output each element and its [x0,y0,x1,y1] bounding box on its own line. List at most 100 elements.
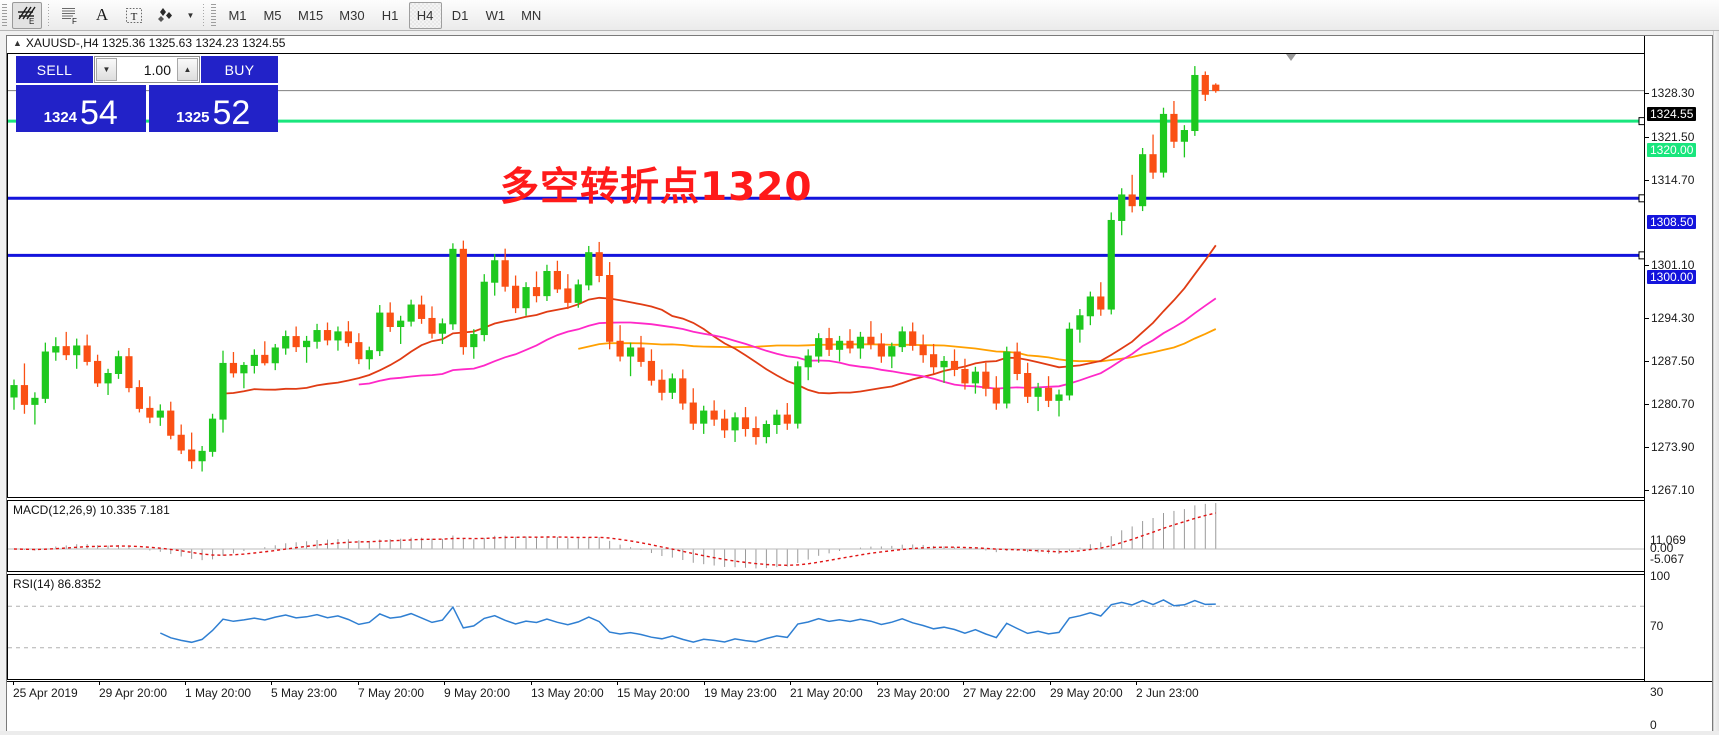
chart-symbol-ohlc-label: XAUUSD-,H4 1325.36 1325.63 1324.23 1324.… [25,36,286,50]
candle-body [177,434,185,451]
timeframe-button-m5[interactable]: M5 [263,7,282,23]
timeframe-button-h4[interactable]: H4 [408,1,442,29]
candle-body [20,385,29,405]
candle-body [877,343,885,357]
volume-stepper[interactable]: ▼ 1.00 ▲ [94,56,200,83]
candle-body [73,345,81,356]
candle-body [167,410,175,436]
window-bottom-rail [0,731,1719,735]
macd-scale-label-m5-067: -5.067 [1650,552,1685,566]
candle-body [282,336,290,349]
rsi-title-label: RSI(14) 86.8352 [13,577,102,591]
time-scale-axis[interactable]: 25 Apr 2019 29 Apr 20:00 1 May 20:00 5 May … [7,681,1712,703]
text-a-icon[interactable]: A [87,2,117,29]
time-label: 7 May 20:00 [358,681,424,700]
rsi-scale-label-100: 100 [1650,569,1671,583]
candle-body [1170,113,1178,142]
candle-body [114,356,123,374]
candle-body [668,378,676,393]
candle-body [104,372,112,384]
chart-text-annotation[interactable]: 多空转折点1320 [500,165,813,210]
candle-body [595,252,603,276]
candle-body [898,331,906,348]
candle-body [700,410,708,424]
macd-signal-line [13,512,1216,567]
expert-advisors-icon[interactable]: E [12,1,42,29]
candle-body [208,418,217,452]
timeframe-toolbar-grip[interactable] [211,4,216,26]
timeframe-button-h1[interactable]: H1 [381,7,399,23]
price-chart-plot[interactable]: 多空转折点1320 [7,53,1644,498]
candle-body [867,336,875,345]
candle-body [626,347,635,357]
volume-input[interactable]: 1.00 [118,57,176,82]
candle-body [710,410,718,420]
chart-collapse-icon[interactable]: ▲ [13,38,22,48]
text-label-icon[interactable]: T [119,2,149,29]
buy-button[interactable]: BUY [201,56,278,83]
objects-icon[interactable] [151,2,181,29]
candle-body [825,338,833,350]
line-drag-handle[interactable] [1638,117,1644,126]
candle-body [219,362,227,420]
candle-body [292,336,300,348]
timeframe-button-m15[interactable]: M15 [298,7,324,23]
line-drag-handle[interactable] [1638,194,1644,203]
window-right-scroll-rail[interactable] [1713,31,1719,735]
rsi-line [159,599,1216,644]
text-a-glyph: A [95,5,109,24]
candle-body [156,410,164,418]
grid-f-icon[interactable]: F [55,2,85,29]
timeframe-button-group: M1 M5 M15 M30 H1 H4 D1 W1 MN [220,1,549,29]
candle-body [731,417,739,431]
candle-body [470,334,478,348]
timeframe-button-m30[interactable]: M30 [339,7,365,23]
rsi-indicator-pane[interactable]: RSI(14) 86.8352 [7,574,1644,680]
candle-body [606,275,614,342]
volume-decrement-button[interactable]: ▼ [96,58,117,81]
candle-body [135,387,144,409]
price-tick [1645,180,1649,181]
time-label: 29 May 20:00 [1050,681,1123,700]
macd-indicator-pane[interactable]: MACD(12,26,9) 10.335 7.181 [7,500,1644,572]
objects-dropdown-arrow[interactable]: ▼ [183,2,197,29]
chevron-down-icon: ▼ [186,10,195,20]
candle-body [1013,351,1021,374]
timeframe-button-d1[interactable]: D1 [451,7,469,23]
candle-body [1128,194,1136,207]
timeframe-button-w1[interactable]: W1 [485,7,506,23]
candle-body [689,402,697,424]
line-drag-handle[interactable] [1638,251,1644,260]
time-label: 19 May 23:00 [704,681,777,700]
buy-price-prefix: 1325 [176,109,210,126]
candle-body [355,342,363,360]
buy-price-display[interactable]: 1325 52 [148,85,278,132]
volume-increment-button[interactable]: ▲ [177,58,198,81]
expert-advisors-glyph: E [18,6,36,25]
candle-body [846,340,854,349]
candle-body [1003,351,1011,404]
price-label-1324-55: 1324.55 [1647,107,1697,121]
text-label-glyph: T [126,7,142,23]
timeframe-button-m1[interactable]: M1 [228,7,247,23]
sell-button[interactable]: SELL [16,56,93,83]
price-label-box: 1324.55 [1647,107,1697,121]
toolbar-grip[interactable] [2,4,7,26]
candle-body [438,323,447,334]
candle-body [480,281,488,336]
price-scale-axis[interactable]: 1328.30 1324.55 1321.50 1320.00 1314.70 1308.… [1644,36,1712,681]
candle-body [1149,154,1157,173]
candle-body [1159,113,1168,173]
candle-body [376,312,384,352]
candle-body [637,347,645,362]
candle-body [1024,372,1032,397]
candle-body [752,428,760,438]
macd-scale-label-0m00: 0.00 [1650,541,1674,555]
ma-orange-line [578,328,1217,363]
time-tick [1136,681,1137,685]
candle-body [1065,328,1074,396]
candle-body [1107,219,1115,310]
timeframe-button-mn[interactable]: MN [521,7,542,23]
sell-price-display[interactable]: 1324 54 [16,85,146,132]
candle-body [240,364,248,374]
